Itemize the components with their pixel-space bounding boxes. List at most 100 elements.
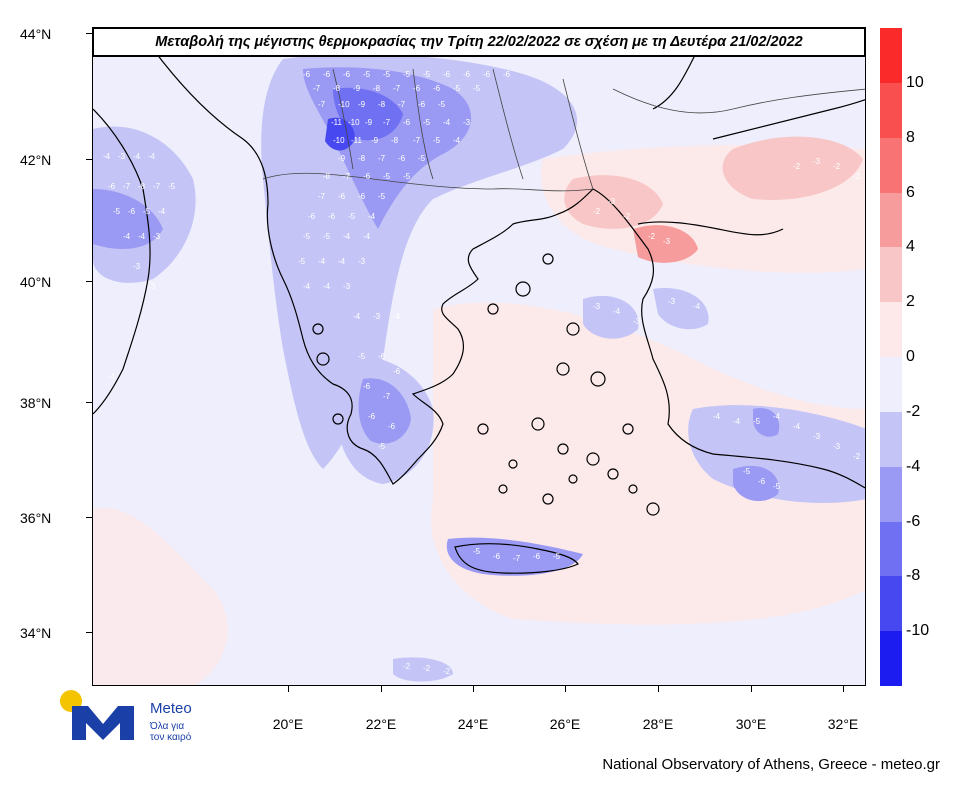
colorbar-label: -4: [906, 457, 921, 475]
anomaly-value-label: -6: [368, 412, 376, 421]
anomaly-value-label: -6: [433, 84, 441, 93]
anomaly-value-label: -4: [453, 136, 461, 145]
anomaly-value-label: -3: [813, 157, 821, 166]
anomaly-value-label: -5: [453, 84, 461, 93]
lat-label-40: 40°N: [20, 274, 52, 290]
anomaly-value-label: -4: [338, 257, 346, 266]
logo-name: Meteo: [150, 700, 192, 717]
anomaly-value-label: -2: [403, 662, 411, 671]
anomaly-value-label: -4: [303, 282, 311, 291]
anomaly-value-label: -6: [338, 192, 346, 201]
anomaly-value-label: -8: [378, 100, 386, 109]
colorbar-segment: [880, 357, 902, 413]
anomaly-value-label: -9: [338, 154, 346, 163]
anomaly-value-label: -2: [593, 207, 601, 216]
map-area: -6 -6 -6 -5 -5 -5 -5 -6 -6 -6 -6 -7 -8 -9 -8 -7 -6 -6 -5 -5…: [92, 28, 866, 686]
cold-field-anatolia-sw: [688, 405, 865, 503]
anomaly-value-label: -6: [363, 382, 371, 391]
anomaly-value-label: -4: [123, 232, 131, 241]
anomaly-value-label: -2: [423, 664, 431, 673]
anomaly-value-label: -4: [368, 212, 376, 221]
lon-tick: [565, 686, 566, 692]
anomaly-value-label: -4: [318, 257, 326, 266]
anomaly-value-label: -4: [393, 312, 401, 321]
anomaly-value-label: -6: [463, 70, 471, 79]
anomaly-value-label: -8: [391, 136, 399, 145]
anomaly-value-label: -6: [398, 154, 406, 163]
colorbar-segment: [880, 82, 902, 139]
anomaly-value-label: -4: [108, 372, 116, 381]
map-title-text: Μεταβολή της μέγιστης θερμοκρασίας την Τ…: [155, 34, 803, 50]
lon-tick: [843, 686, 844, 692]
anomaly-value-label: -4: [343, 232, 351, 241]
anomaly-value-label: -5: [303, 232, 311, 241]
lon-label-30: 30°E: [735, 716, 767, 732]
lat-tick: [86, 517, 92, 518]
anomaly-value-label: -3: [463, 118, 471, 127]
anomaly-value-label: -5: [403, 70, 411, 79]
anomaly-value-label: -4: [443, 118, 451, 127]
colorbar-label: 4: [906, 238, 915, 256]
anomaly-value-label: -7: [513, 554, 521, 563]
cold-field-anatolia-core: [733, 465, 779, 502]
anomaly-value-label: -5: [383, 172, 391, 181]
anomaly-value-label: -6: [418, 100, 426, 109]
anomaly-value-label: -2: [793, 162, 801, 171]
lon-label-32: 32°E: [827, 716, 859, 732]
colorbar-label: 6: [906, 183, 915, 201]
logo-tagline-line1: Όλα για: [150, 721, 185, 732]
anomaly-value-label: -7: [413, 136, 421, 145]
anomaly-value-label: -2: [623, 212, 631, 221]
anomaly-value-label: -5: [378, 442, 386, 451]
anomaly-value-label: -5: [743, 467, 751, 476]
anomaly-value-label: -6: [323, 70, 331, 79]
lon-tick: [658, 686, 659, 692]
anomaly-value-label: -4: [773, 412, 781, 421]
lat-tick: [86, 402, 92, 403]
colorbar-segment: [880, 302, 902, 358]
anomaly-value-label: -4: [138, 232, 146, 241]
anomaly-value-label: -5: [113, 207, 121, 216]
lon-label-26: 26°E: [549, 716, 581, 732]
anomaly-value-label: -8: [323, 172, 331, 181]
colorbar-label: -2: [906, 402, 921, 420]
anomaly-value-label: -5: [473, 547, 481, 556]
anomaly-value-label: -4: [363, 232, 371, 241]
cold-field-greece: [261, 54, 578, 469]
anomaly-value-label: -3: [663, 237, 671, 246]
anomaly-value-label: -5: [753, 417, 761, 426]
anomaly-value-label: -3: [358, 257, 366, 266]
colorbar-segment: [880, 137, 902, 193]
anomaly-value-label: -6: [443, 70, 451, 79]
anomaly-value-label: -3: [593, 302, 601, 311]
anomaly-value-label: -3: [148, 282, 156, 291]
anomaly-value-label: -7: [383, 392, 391, 401]
anomaly-value-label: -8: [358, 154, 366, 163]
anomaly-value-label: -5: [433, 136, 441, 145]
warm-patch-anatolia: [722, 136, 863, 200]
cold-field-aegean-east: [583, 295, 639, 339]
anomaly-value-label: -8: [333, 84, 341, 93]
lat-tick: [86, 281, 92, 282]
logo-tagline-line2: τον καιρό: [150, 732, 192, 743]
warm-patch-thrace: [564, 175, 663, 229]
anomaly-value-label: -6: [303, 70, 311, 79]
anomaly-value-label: -5: [363, 70, 371, 79]
anomaly-value-label: -3: [133, 262, 141, 271]
anomaly-value-label: -3: [373, 312, 381, 321]
anomaly-value-label: -5: [143, 207, 151, 216]
anomaly-value-label: -7: [153, 182, 161, 191]
anomaly-value-label: -4: [613, 307, 621, 316]
anomaly-value-label: -7: [393, 84, 401, 93]
anomaly-value-label: -5: [423, 118, 431, 127]
anomaly-value-label: -4: [353, 312, 361, 321]
anomaly-value-label: -7: [318, 100, 326, 109]
anomaly-value-label: -3: [833, 442, 841, 451]
lat-label-34: 34°N: [20, 625, 52, 641]
anomaly-value-label: -3: [343, 282, 351, 291]
anomaly-value-label: -7: [318, 192, 326, 201]
anomaly-value-label: -5: [403, 172, 411, 181]
anomaly-value-label: -5: [383, 70, 391, 79]
colorbar-segment: [880, 631, 902, 687]
anomaly-value-label: -10: [333, 136, 345, 145]
